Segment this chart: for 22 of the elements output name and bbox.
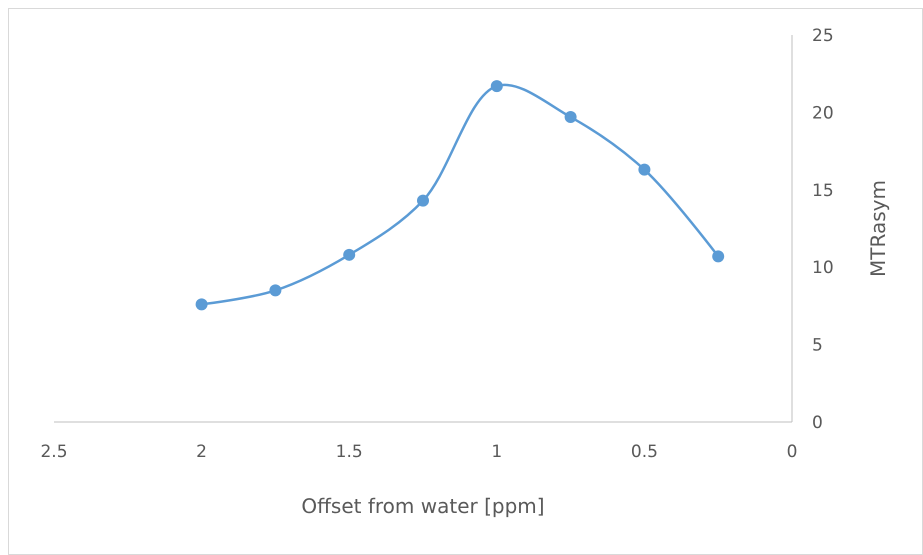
y-axis-title: MTRasym	[866, 180, 890, 277]
point	[417, 194, 429, 207]
point	[196, 298, 208, 310]
x-tick-label: 1.5	[336, 442, 363, 462]
y-tick-label: 15	[812, 180, 834, 201]
point	[490, 80, 503, 92]
point	[712, 250, 724, 262]
x-tick-label: 0	[786, 442, 798, 462]
y-tick-label: 0	[812, 413, 823, 433]
y-tick-label: 20	[812, 103, 834, 124]
y-tick-label: 25	[812, 26, 834, 46]
y-tick-label: 5	[812, 336, 823, 356]
point	[343, 248, 356, 261]
x-tick-label: 2.5	[40, 442, 68, 462]
point	[638, 164, 650, 176]
point	[564, 111, 577, 124]
x-tick-label: 1	[491, 442, 502, 462]
x-axis-title: Offset from water [ppm]	[301, 494, 545, 518]
x-tick-label: 0.5	[630, 442, 658, 462]
x-tick-label: 2	[196, 442, 208, 462]
y-tick-label: 10	[812, 258, 834, 278]
point	[269, 284, 282, 296]
